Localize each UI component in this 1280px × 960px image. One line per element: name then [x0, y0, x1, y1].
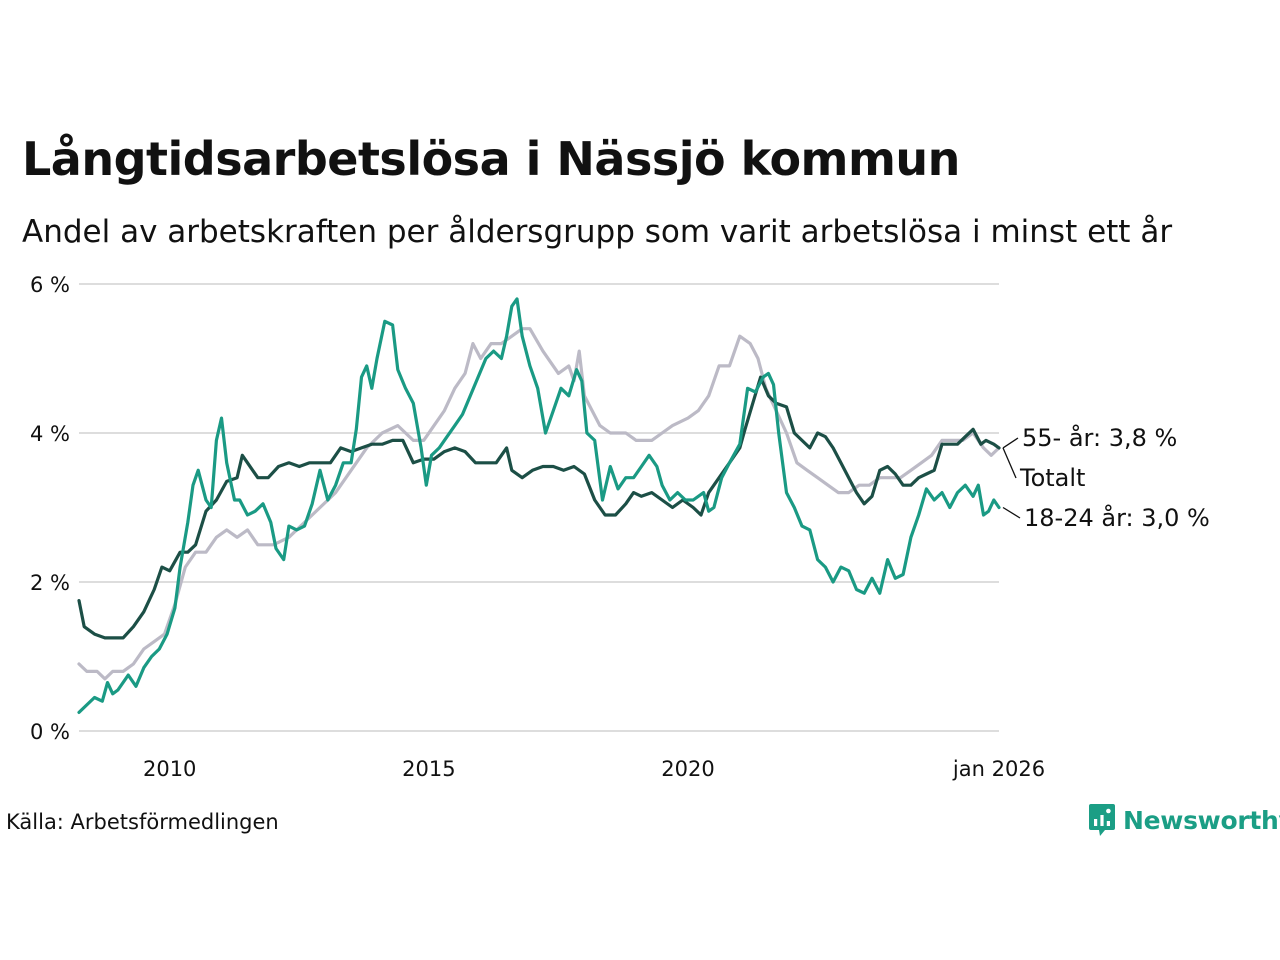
series-end-label: 18-24 år: 3,0 % [1024, 503, 1210, 532]
series-end-labels: 55- år: 3,8 % Totalt 18-24 år: 3,0 % [1019, 423, 1210, 532]
y-tick-label: 2 % [30, 571, 70, 595]
series-line-2 [77, 297, 1001, 715]
x-tick-label: jan 2026 [952, 757, 1045, 781]
y-tick-label: 4 % [30, 422, 70, 446]
x-tick-label: 2015 [402, 757, 455, 781]
y-tick-label: 0 % [30, 720, 70, 744]
series-end-label: 55- år: 3,8 % [1022, 423, 1177, 452]
x-tick-label: 2020 [661, 757, 714, 781]
x-axis-labels: 2010 2015 2020 jan 2026 [143, 757, 1045, 781]
leader-line-1 [1002, 447, 1017, 479]
series-lines [77, 297, 1001, 715]
series-line-0 [77, 327, 1001, 681]
newsworthy-logo: Newsworthy [1088, 802, 1280, 838]
gridlines [79, 283, 999, 732]
y-axis-labels: 0 % 2 % 4 % 6 % [30, 273, 70, 744]
newsworthy-logo-text: Newsworthy [1123, 805, 1280, 835]
chart-subtitle: Andel av arbetskraften per åldersgrupp s… [22, 214, 1173, 250]
chart-title: Långtidsarbetslösa i Nässjö kommun [22, 132, 960, 186]
source-note: Källa: Arbetsförmedlingen [6, 810, 279, 834]
series-line-1 [77, 375, 1001, 640]
x-tick-label: 2010 [143, 757, 196, 781]
leader-line-2 [1002, 506, 1021, 519]
series-end-label: Totalt [1019, 464, 1085, 492]
y-tick-label: 6 % [30, 273, 70, 297]
leader-line-0 [1002, 437, 1019, 449]
newsworthy-logo-icon [1089, 804, 1115, 836]
label-leader-lines [1002, 437, 1021, 519]
